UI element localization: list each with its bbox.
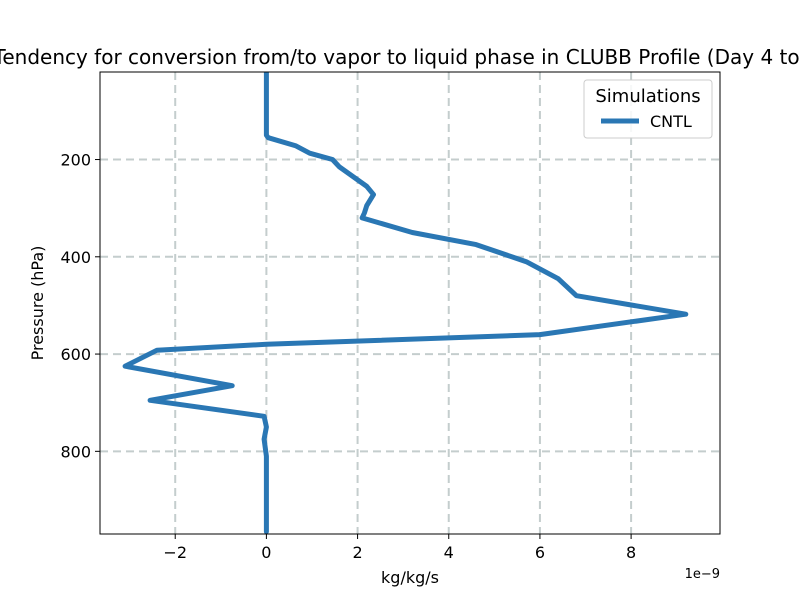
x-tick-label: 8 — [626, 543, 636, 562]
x-axis-label: kg/kg/s — [381, 568, 439, 587]
series-line-cntl — [122, 72, 689, 534]
y-tick-label: 400 — [60, 248, 91, 267]
x-tick-label: 2 — [352, 543, 362, 562]
y-tick-label: 200 — [60, 151, 91, 170]
legend-title: Simulations — [595, 86, 700, 107]
series-layer — [122, 72, 689, 534]
x-tick-label: 4 — [444, 543, 454, 562]
y-tick-label: 600 — [60, 345, 91, 364]
legend-label-cntl: CNTL — [650, 112, 692, 131]
y-axis-label: Pressure (hPa) — [28, 246, 47, 361]
y-tick-label: 800 — [60, 442, 91, 461]
chart-title: Tendency for conversion from/to vapor to… — [0, 45, 800, 69]
x-tick-label: −2 — [163, 543, 187, 562]
x-tick-label: 6 — [535, 543, 545, 562]
legend: Simulations CNTL — [583, 79, 713, 139]
plot-frame — [99, 71, 721, 535]
x-tick-label: 0 — [261, 543, 271, 562]
x-offset-label: 1e−9 — [685, 567, 720, 582]
tick-layer: −2 0 2 4 6 8 200 400 600 800 — [60, 151, 636, 562]
